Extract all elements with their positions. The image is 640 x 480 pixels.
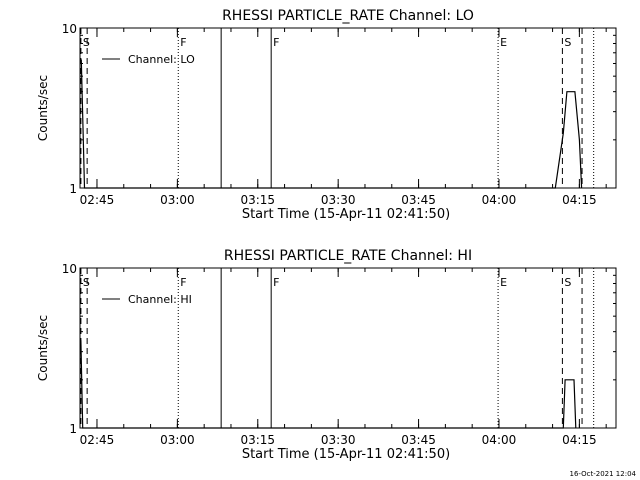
plot-frame bbox=[79, 27, 617, 189]
footer-timestamp: 16-Oct-2021 12:04 bbox=[570, 470, 637, 478]
x-tick-label: 03:30 bbox=[321, 433, 356, 447]
event-marker-label: F bbox=[273, 36, 279, 49]
event-marker-label: E bbox=[500, 276, 507, 289]
x-tick-label: 04:15 bbox=[562, 193, 597, 207]
event-marker-label: F bbox=[273, 276, 279, 289]
x-tick-label: 04:00 bbox=[482, 193, 517, 207]
x-tick-label: 03:00 bbox=[160, 433, 195, 447]
chart-title: RHESSI PARTICLE_RATE Channel: LO bbox=[222, 8, 474, 24]
event-marker-label: S bbox=[83, 36, 90, 49]
x-tick-label: 03:45 bbox=[401, 433, 436, 447]
x-tick-label: 02:45 bbox=[80, 433, 115, 447]
y-tick-label: 10 bbox=[62, 22, 77, 36]
event-marker-label: S bbox=[564, 36, 571, 49]
x-tick-label: 02:45 bbox=[80, 193, 115, 207]
series-line bbox=[80, 59, 583, 189]
x-tick-label: 03:00 bbox=[160, 193, 195, 207]
x-tick-label: 03:15 bbox=[240, 193, 275, 207]
y-axis-label: Counts/sec bbox=[36, 315, 50, 381]
x-tick-label: 04:00 bbox=[482, 433, 517, 447]
event-marker-label: S bbox=[83, 276, 90, 289]
event-marker-label: S bbox=[564, 276, 571, 289]
series-line bbox=[80, 340, 577, 429]
chart-panel-2: RHESSI PARTICLE_RATE Channel: HI 1 10 Count… bbox=[36, 248, 617, 462]
event-marker-label: F bbox=[180, 36, 186, 49]
event-marker-label: F bbox=[180, 276, 186, 289]
y-axis-label: Counts/sec bbox=[36, 75, 50, 141]
legend-label: Channel: HI bbox=[128, 293, 192, 306]
x-tick-label: 03:45 bbox=[401, 193, 436, 207]
y-tick-label: 1 bbox=[69, 182, 77, 196]
x-tick-label: 03:30 bbox=[321, 193, 356, 207]
x-axis-label: Start Time (15-Apr-11 02:41:50) bbox=[242, 447, 450, 462]
x-tick-label: 03:15 bbox=[240, 433, 275, 447]
x-tick-label: 04:15 bbox=[562, 433, 597, 447]
event-marker-label: E bbox=[500, 36, 507, 49]
legend-label: Channel: LO bbox=[128, 53, 195, 66]
plot-frame bbox=[79, 267, 617, 429]
y-tick-label: 1 bbox=[69, 422, 77, 436]
x-axis-label: Start Time (15-Apr-11 02:41:50) bbox=[242, 207, 450, 222]
chart-panel-1: RHESSI PARTICLE_RATE Channel: LO 1 10 Count… bbox=[36, 8, 617, 222]
y-tick-label: 10 bbox=[62, 262, 77, 276]
chart-title: RHESSI PARTICLE_RATE Channel: HI bbox=[224, 248, 472, 264]
